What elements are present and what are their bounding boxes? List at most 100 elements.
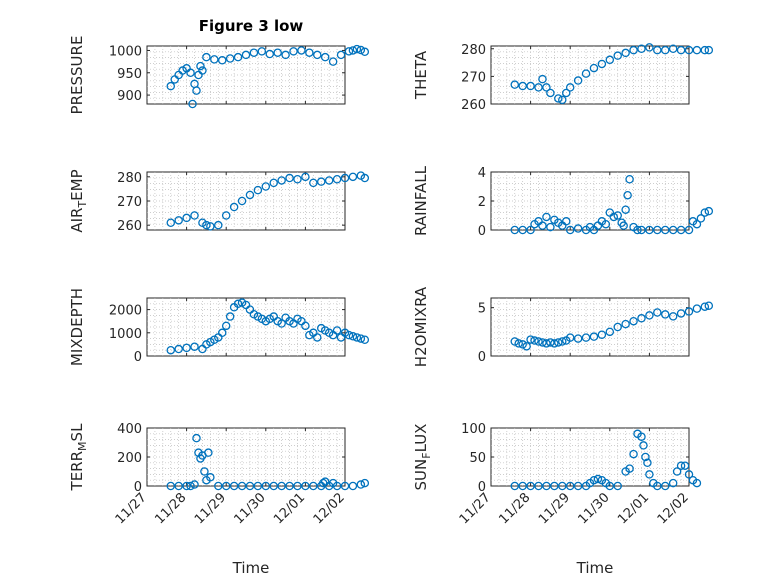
y-tick-label: 950 xyxy=(117,67,142,82)
data-point xyxy=(186,481,195,491)
data-point xyxy=(348,172,358,182)
data-point xyxy=(573,224,583,233)
data-point xyxy=(241,50,251,60)
data-point xyxy=(360,478,370,488)
y-tick-label: 100 xyxy=(461,422,486,437)
plot-pressure: 900 950 1000 PRESSURE Figure 3 low xyxy=(68,17,370,114)
data-point xyxy=(653,225,662,235)
data-point xyxy=(166,345,176,355)
data-point xyxy=(653,45,662,55)
chart-title: Figure 3 low xyxy=(199,17,304,35)
y-tick-label: 1000 xyxy=(109,327,142,342)
y-tick-label: 280 xyxy=(461,43,486,58)
data-point xyxy=(619,221,628,230)
data-point xyxy=(676,461,686,470)
data-point xyxy=(233,52,243,62)
data-point xyxy=(700,45,710,55)
plot-theta: 260 270 280 THETA xyxy=(412,43,714,113)
data-point xyxy=(332,174,342,184)
plot-mixdepth: 0 1000 2000 MIXDEPTH xyxy=(68,288,370,366)
data-point xyxy=(558,481,567,491)
data-point xyxy=(214,220,223,230)
data-point xyxy=(221,211,231,220)
data-point xyxy=(692,478,702,488)
data-point xyxy=(613,322,622,332)
y-axis-label: MIXDEPTH xyxy=(68,288,86,366)
data-point xyxy=(554,338,563,347)
data-point xyxy=(174,344,183,354)
data-point xyxy=(221,481,231,491)
data-point xyxy=(621,319,630,329)
data-point xyxy=(625,174,634,184)
data-point xyxy=(660,481,670,491)
data-point xyxy=(538,221,547,230)
plot-h2omixra: 0 5 H2OMIXRA xyxy=(412,286,714,367)
data-point xyxy=(704,45,714,55)
data-point xyxy=(573,76,583,85)
data-point xyxy=(253,185,263,195)
data-point xyxy=(526,225,535,235)
plot-rainfall: 0 2 4 RAINFALL xyxy=(412,165,714,239)
data-point xyxy=(281,50,290,60)
data-point xyxy=(526,481,535,491)
data-point xyxy=(518,81,527,91)
data-point xyxy=(589,63,599,73)
data-point xyxy=(269,481,278,491)
data-point xyxy=(526,335,535,344)
data-point xyxy=(645,470,654,479)
data-point xyxy=(206,222,215,231)
data-point xyxy=(289,47,298,56)
data-point xyxy=(684,307,694,316)
data-point xyxy=(534,83,543,92)
data-point xyxy=(639,441,648,450)
data-point xyxy=(510,80,520,89)
data-point xyxy=(336,50,346,60)
data-point xyxy=(293,174,302,184)
data-point xyxy=(668,312,678,321)
data-point xyxy=(546,88,555,98)
y-tick-label: 260 xyxy=(117,219,142,234)
data-point xyxy=(313,333,322,342)
data-point xyxy=(573,481,583,491)
y-axis-label: H2OMIXRA xyxy=(412,286,430,367)
data-point xyxy=(265,49,275,59)
data-point xyxy=(645,43,654,52)
data-point xyxy=(352,44,362,54)
data-point xyxy=(190,480,199,489)
data-point xyxy=(613,481,622,491)
data-point xyxy=(348,481,358,491)
data-point xyxy=(332,481,342,491)
data-point xyxy=(653,481,662,491)
data-point xyxy=(692,304,702,313)
data-point xyxy=(597,59,607,69)
y-tick-label: 50 xyxy=(469,451,486,466)
data-point xyxy=(297,46,306,55)
data-point xyxy=(249,48,259,57)
data-point xyxy=(692,219,702,229)
data-point xyxy=(190,211,199,220)
data-point xyxy=(660,225,670,235)
data-point xyxy=(621,205,630,214)
data-point xyxy=(344,330,354,340)
x-axis-label: Time xyxy=(232,559,270,577)
data-point xyxy=(518,225,527,235)
data-point xyxy=(668,478,678,488)
data-point xyxy=(245,481,255,491)
data-point xyxy=(340,173,350,183)
y-axis-label: RAINFALL xyxy=(412,165,430,236)
data-point xyxy=(696,214,706,223)
y-tick-label: 900 xyxy=(117,89,142,104)
data-point xyxy=(316,177,326,186)
data-point xyxy=(174,216,183,225)
data-point xyxy=(277,319,286,328)
data-point xyxy=(360,173,370,183)
y-tick-label: 280 xyxy=(117,171,142,186)
y-tick-label: 0 xyxy=(134,480,142,495)
data-point xyxy=(217,328,227,338)
data-point xyxy=(225,54,235,63)
data-point xyxy=(285,481,294,491)
data-point xyxy=(210,55,219,64)
data-point xyxy=(613,51,622,60)
data-point xyxy=(573,334,583,343)
